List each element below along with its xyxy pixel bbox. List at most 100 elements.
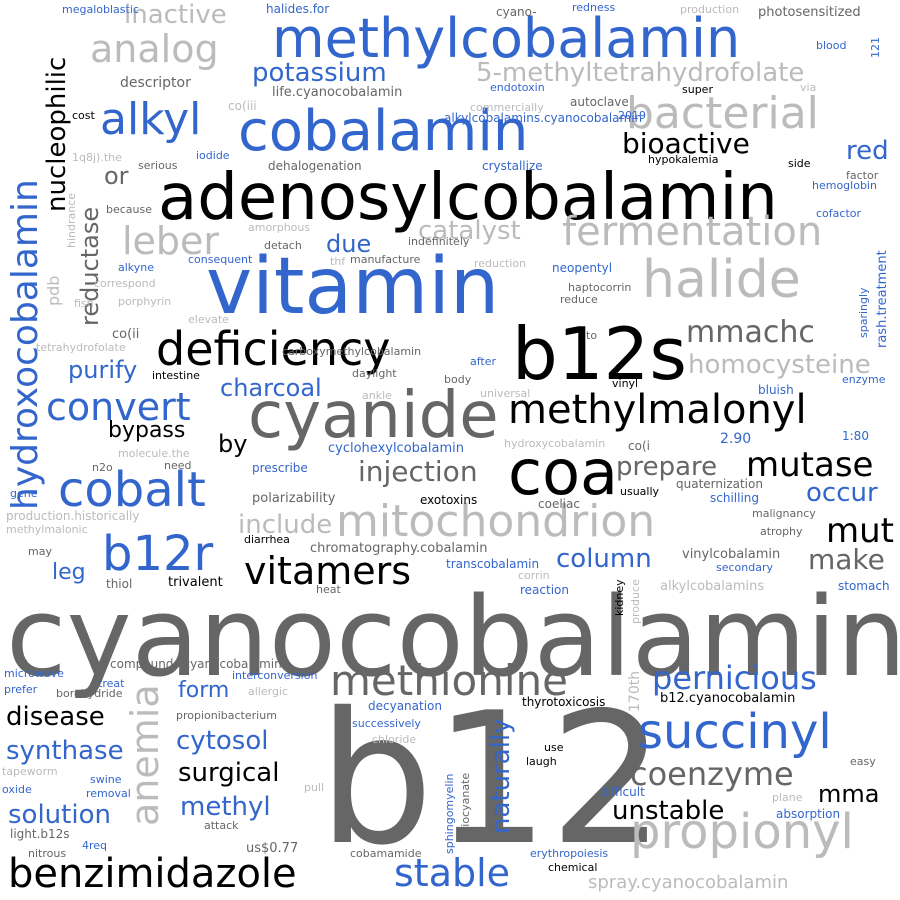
word: adenosylcobalamin <box>158 161 778 235</box>
word: difficult <box>600 785 645 799</box>
word: thyrotoxicosis <box>522 695 606 709</box>
word: detach <box>264 239 302 252</box>
word: 4req <box>82 839 108 852</box>
word: b12r <box>102 526 214 582</box>
word: coeliac <box>538 497 580 511</box>
word: cyanide <box>248 379 499 453</box>
word: vinyl <box>612 377 639 390</box>
word: 1q8j).the <box>72 151 122 164</box>
word: manufacture <box>350 253 421 266</box>
word: surgical <box>178 758 280 788</box>
word: trivalent <box>168 575 223 590</box>
word: thiocyanate <box>459 772 472 838</box>
word: deficiency <box>156 322 391 376</box>
word: mut <box>826 511 894 551</box>
word: neopentyl <box>552 261 613 275</box>
word: thf <box>330 255 346 268</box>
word: anemia <box>123 684 167 826</box>
word: charcoal <box>220 374 322 402</box>
word: methylmalonic <box>6 523 88 536</box>
word: stomach <box>838 579 890 593</box>
word: quaternization <box>676 477 763 491</box>
word: vitamers <box>244 549 412 593</box>
word: photosensitized <box>758 5 861 20</box>
word: coenzyme <box>630 755 794 793</box>
word: leber <box>122 219 220 263</box>
word: carboxymethylcobalamin <box>282 345 422 358</box>
word: attack <box>204 819 239 832</box>
word: halides.for <box>266 2 330 16</box>
word: b12.cyanocobalamin <box>660 691 796 706</box>
word: n2o <box>92 461 113 474</box>
word: 170th <box>627 670 643 712</box>
word: bypass <box>108 418 186 443</box>
word: need <box>164 459 192 472</box>
word: make <box>808 543 885 576</box>
word: potassium <box>252 58 387 88</box>
word: co(ii <box>112 327 140 342</box>
word: chromatography.cobalamin <box>310 541 488 556</box>
word: bluish <box>758 383 794 397</box>
word: microwave <box>4 667 64 680</box>
word: correspond <box>94 277 156 290</box>
word: hydroxycobalamin <box>504 437 606 450</box>
word: sphingomyelin <box>443 773 456 854</box>
word: catalyst <box>418 216 521 246</box>
word: ankle <box>362 389 392 402</box>
word: successively <box>352 717 421 730</box>
word: column <box>556 544 652 574</box>
word: pdb <box>44 275 63 306</box>
word: reduce <box>560 293 598 306</box>
word: production.historically <box>6 509 140 523</box>
word: body <box>444 373 472 386</box>
word: injection <box>358 455 478 488</box>
word: produce <box>629 579 642 624</box>
word: prepare <box>616 452 718 482</box>
word: alkyne <box>118 261 155 274</box>
word: via <box>800 81 817 94</box>
word: cyano- <box>496 5 537 19</box>
word: indefinitely <box>408 235 470 248</box>
word: propionibacterium <box>176 709 277 722</box>
word: heat <box>316 583 341 596</box>
word: autoclave <box>570 95 629 109</box>
word: cobalamin <box>238 99 529 164</box>
word: form <box>178 678 230 703</box>
word: homocysteine <box>688 350 871 380</box>
word: reaction <box>520 583 569 597</box>
word: tapeworm <box>2 765 58 778</box>
word: elevate <box>188 313 229 326</box>
word: 5-methyltetrahydrofolate <box>476 58 805 88</box>
word: vinylcobalamin <box>682 547 781 562</box>
word: bioactive <box>622 127 750 160</box>
word: use <box>544 741 564 754</box>
word: secondary <box>716 561 774 574</box>
word: malignancy <box>752 507 816 520</box>
word: removal <box>86 787 131 800</box>
word: 121 <box>869 37 882 58</box>
word: fermentation <box>562 209 823 255</box>
word: molecule.the <box>118 447 190 460</box>
word: mma <box>818 780 880 808</box>
word: solution <box>8 800 111 830</box>
word: super <box>682 83 713 96</box>
word: methionine <box>330 656 568 705</box>
word: 1:80 <box>842 429 869 443</box>
word: by <box>218 430 248 458</box>
word: exotoxins <box>420 493 478 507</box>
word: life.cyanocobalamin <box>272 85 403 100</box>
word: redness <box>572 1 616 14</box>
word: analog <box>90 27 219 71</box>
word: compounds.cyanocobalamin <box>110 657 282 671</box>
word: production <box>680 3 740 16</box>
word: nucleophilic <box>42 56 72 212</box>
word: succinyl <box>638 704 832 760</box>
word: include <box>238 510 333 540</box>
word: mutase <box>746 445 874 485</box>
word: hindrance <box>65 192 78 248</box>
word: inactive <box>124 0 227 30</box>
word: side <box>788 157 811 170</box>
word: fish <box>74 297 94 310</box>
word: usually <box>620 485 660 498</box>
